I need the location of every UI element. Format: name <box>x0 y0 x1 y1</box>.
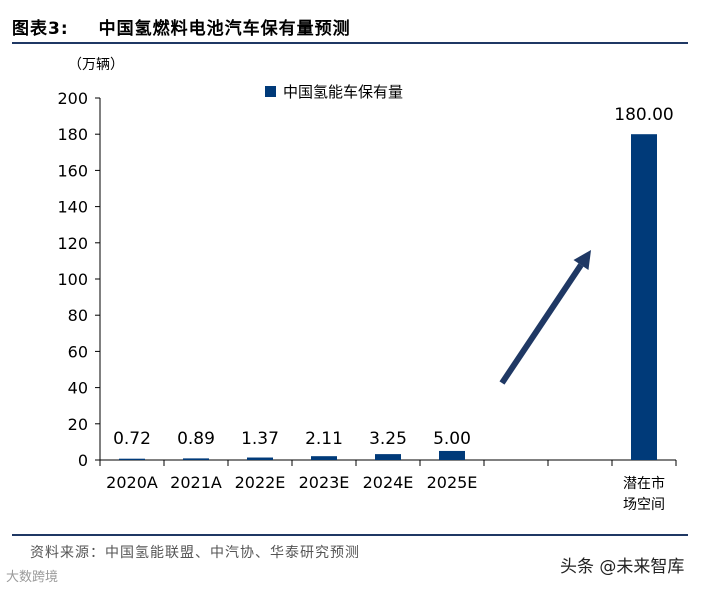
y-tick-label: 0 <box>78 451 88 470</box>
title-rule <box>12 42 688 44</box>
growth-arrow-icon <box>499 250 591 385</box>
x-tick-label: 2024E <box>363 473 414 492</box>
unit-label: （万辆） <box>68 57 124 73</box>
y-tick-label: 140 <box>57 198 88 217</box>
figure-label: 图表3: <box>12 19 69 39</box>
bottom-rule <box>12 534 688 536</box>
y-tick-label: 20 <box>68 415 88 434</box>
bar <box>119 458 145 460</box>
data-label: 2.11 <box>305 429 343 449</box>
data-label: 5.00 <box>433 429 471 449</box>
watermark-right: 头条 @未来智库 <box>560 557 685 577</box>
figure-title-text: 中国氢燃料电池汽车保有量预测 <box>98 19 351 39</box>
bar <box>183 458 209 460</box>
x-tick-label: 2023E <box>299 473 350 492</box>
bar <box>375 454 401 460</box>
data-label: 0.72 <box>113 429 151 449</box>
arrow-shaft <box>499 263 584 385</box>
y-tick-label: 100 <box>57 270 88 289</box>
figure-title: 图表3: 中国氢燃料电池汽车保有量预测 <box>12 14 351 39</box>
arrow-head <box>573 250 591 270</box>
x-tick-label: 潜在市 <box>623 475 665 492</box>
data-labels: 0.72 0.89 1.37 2.11 3.25 5.00 180.00 <box>113 105 674 449</box>
x-axis <box>99 459 677 466</box>
legend-swatch <box>265 86 276 97</box>
y-tick-label: 180 <box>57 125 88 144</box>
bar-chart: 0 20 40 60 80 100 120 140 160 180 200 0.72 0.89 1.37… <box>57 83 677 513</box>
y-tick-label: 40 <box>68 379 88 398</box>
legend: 中国氢能车保有量 <box>265 83 403 101</box>
y-axis: 0 20 40 60 80 100 120 140 160 180 200 <box>57 89 101 470</box>
data-label: 1.37 <box>241 429 279 449</box>
bars <box>119 134 657 460</box>
x-tick-label: 2025E <box>427 473 478 492</box>
y-tick-label: 80 <box>68 306 88 325</box>
y-tick-label: 160 <box>57 161 88 180</box>
data-label: 3.25 <box>369 429 407 449</box>
y-tick-label: 120 <box>57 234 88 253</box>
source-note: 资料来源：中国氢能联盟、中汽协、华泰研究预测 <box>30 545 360 561</box>
data-label: 0.89 <box>177 429 215 449</box>
bar <box>631 134 657 460</box>
bar <box>311 456 337 460</box>
x-tick-label: 2022E <box>235 473 286 492</box>
x-tick-label: 场空间 <box>623 497 665 513</box>
watermark-left: 大数跨境 <box>6 570 59 585</box>
x-tick-label: 2020A <box>106 473 158 492</box>
data-label: 180.00 <box>614 105 673 125</box>
legend-label: 中国氢能车保有量 <box>283 83 403 101</box>
y-tick-label: 60 <box>68 342 88 361</box>
bar <box>439 450 465 460</box>
x-tick-label: 2021A <box>170 473 222 492</box>
y-tick-label: 200 <box>57 89 88 108</box>
bar <box>247 457 273 460</box>
